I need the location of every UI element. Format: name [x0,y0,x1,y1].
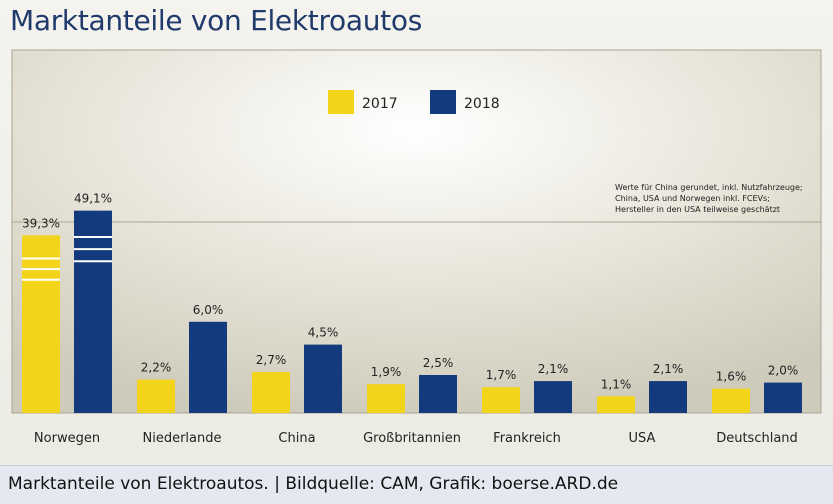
category-label-china: China [278,431,315,446]
plot-area [11,49,822,414]
image-caption: Marktanteile von Elektroautos. | Bildque… [8,474,619,494]
bar-china-2017 [252,371,290,413]
category-label-niederlande: Niederlande [143,431,222,446]
legend-label-2017: 2017 [362,96,398,112]
chart-title: Marktanteile von Elektroautos [10,4,422,37]
legend-swatch-2017 [328,90,354,114]
data-label-niederlande-2017: 2,2% [141,361,172,375]
bar-usa-2018 [649,381,687,413]
data-label-frankreich-2017: 1,7% [486,368,517,382]
category-label-frankreich: Frankreich [493,431,561,446]
category-label-deutschland: Deutschland [716,431,798,446]
bar-niederlande-2017 [137,379,175,413]
data-label-usa-2018: 2,1% [653,362,684,376]
data-label-deutschland-2018: 2,0% [768,364,799,378]
legend-swatch-2018 [430,90,456,114]
bar-norwegen-2018 [74,210,112,413]
bar-chart: 39,3% 49,1% Norwegen 2,2% 6,0% Niederlande 2,7… [11,49,822,446]
data-label-norwegen-2017: 39,3% [22,216,60,230]
bar-grossbritannien-2017 [367,384,405,413]
bar-norwegen-2017 [22,235,60,413]
data-label-norwegen-2018: 49,1% [74,192,112,206]
bar-china-2018 [304,344,342,413]
bar-frankreich-2018 [534,381,572,413]
bar-deutschland-2017 [712,388,750,413]
chart-frame: Marktanteile von Elektroautos 39,3% 49,1%… [0,0,833,465]
category-label-norwegen: Norwegen [34,431,100,446]
data-label-frankreich-2018: 2,1% [538,362,569,376]
footnote-line-3: Hersteller in den USA teilweise geschätz… [615,205,780,214]
data-label-china-2017: 2,7% [256,353,287,367]
bar-grossbritannien-2018 [419,375,457,413]
category-label-usa: USA [629,431,656,446]
caption-bar: Marktanteile von Elektroautos. | Bildque… [0,465,833,504]
data-label-grossbritannien-2018: 2,5% [423,356,454,370]
footnote-line-1: Werte für China gerundet, inkl. Nutzfahr… [615,183,803,192]
data-label-usa-2017: 1,1% [601,377,632,391]
bar-niederlande-2018 [189,321,227,413]
bar-frankreich-2017 [482,387,520,413]
legend: 2017 2018 [328,90,500,114]
data-label-grossbritannien-2017: 1,9% [371,365,402,379]
bar-usa-2017 [597,396,635,413]
category-label-grossbritannien: Großbritannien [363,431,461,446]
bar-deutschland-2018 [764,382,802,413]
footnote: Werte für China gerundet, inkl. Nutzfahr… [615,183,803,214]
footnote-line-2: China, USA und Norwegen inkl. FCEVs; [615,194,770,203]
data-label-niederlande-2018: 6,0% [193,303,224,317]
data-label-china-2018: 4,5% [308,326,339,340]
data-label-deutschland-2017: 1,6% [716,370,747,384]
legend-label-2018: 2018 [464,96,500,112]
